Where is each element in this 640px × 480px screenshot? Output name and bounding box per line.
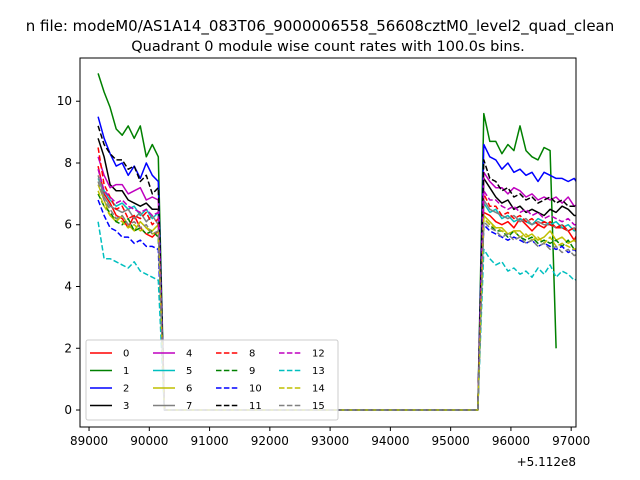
legend-label-8: 8 [249,349,255,360]
legend-label-2: 2 [123,384,129,395]
x-tick-label: 97000 [552,434,590,448]
series-line-13 [97,221,576,411]
x-tick-label: 91000 [190,434,228,448]
y-axis: 0 2 4 6 8 10 [57,94,80,417]
x-tick-label: 95000 [432,434,470,448]
legend-label-7: 7 [186,401,192,412]
y-tick-label: 8 [64,156,72,170]
legend-frame [85,339,339,421]
x-axis: 89000 90000 91000 92000 93000 94000 95000 96000… [70,427,590,448]
figure-suptitle: n file: modeM0/AS1A14_083T06_9000006558_… [26,17,615,36]
legend-label-5: 5 [186,366,192,377]
legend-label-15: 15 [312,401,325,412]
x-tick-label: 96000 [492,434,530,448]
series-line-10 [97,199,576,411]
legend-label-9: 9 [249,366,255,377]
x-tick-label: 89000 [70,434,108,448]
y-tick-label: 6 [64,218,72,232]
legend-label-1: 1 [123,366,129,377]
x-tick-label: 90000 [130,434,168,448]
y-tick-label: 10 [57,94,72,108]
x-tick-label: 93000 [311,434,349,448]
y-tick-label: 4 [64,280,72,294]
chart-title: Quadrant 0 module wise count rates with … [131,39,525,55]
y-tick-label: 2 [64,341,72,355]
x-offset-label: +5.112e8 [517,455,576,469]
y-tick-label: 0 [64,403,72,417]
legend-label-11: 11 [249,401,262,412]
legend-label-0: 0 [123,349,129,360]
legend-label-13: 13 [312,366,325,377]
legend-label-10: 10 [249,384,262,395]
legend-label-4: 4 [186,349,192,360]
legend-label-12: 12 [312,349,325,360]
legend-label-6: 6 [186,384,192,395]
legend-label-3: 3 [123,401,129,412]
plot-area-frame [79,57,577,428]
legend-label-14: 14 [312,384,325,395]
x-tick-label: 94000 [371,434,409,448]
x-tick-label: 92000 [251,434,289,448]
